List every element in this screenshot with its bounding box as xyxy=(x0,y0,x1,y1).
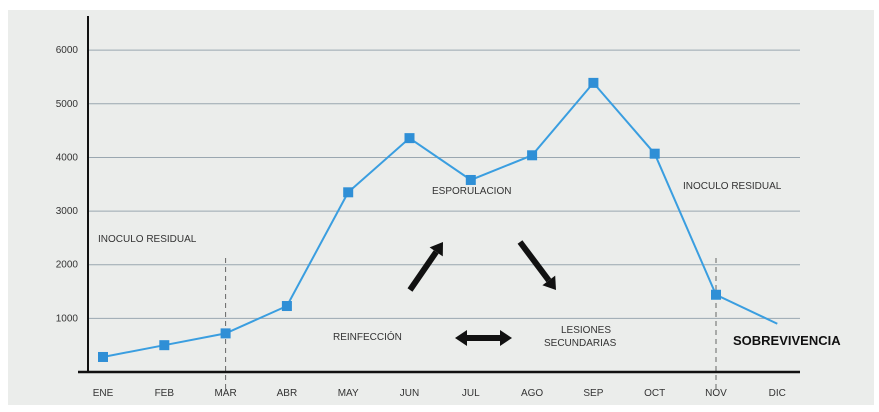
x-tick-label-jun: JUN xyxy=(400,388,419,399)
y-tick-label-2000: 2000 xyxy=(56,260,79,271)
x-tick-label-ene: ENE xyxy=(93,388,114,399)
data-point-abr xyxy=(281,301,292,312)
data-point-sep xyxy=(588,77,599,88)
annotation-lesiones: LESIONES xyxy=(561,325,611,336)
x-tick-label-jul: JUL xyxy=(462,388,480,399)
annotation-reinfeccion: REINFECCIÓN xyxy=(333,330,402,343)
y-tick-labels: 1000 2000 3000 4000 5000 6000 xyxy=(56,45,79,324)
chart-panel-background xyxy=(8,10,874,405)
arrow-reinfeccion-lesiones-head-end xyxy=(500,330,512,346)
arrow-reinfeccion-lesiones xyxy=(455,330,512,346)
y-tick-label-4000: 4000 xyxy=(56,152,79,163)
dashed-guides xyxy=(225,258,717,392)
x-tick-label-nov: NOV xyxy=(705,388,727,399)
axes xyxy=(78,16,800,374)
x-tick-label-sep: SEP xyxy=(583,388,603,399)
annotation-secundarias: SECUNDARIAS xyxy=(544,338,617,349)
y-tick-label-5000: 5000 xyxy=(56,99,79,110)
x-tick-label-oct: OCT xyxy=(644,388,665,399)
annotation-sobrevivencia: SOBREVIVENCIA xyxy=(733,333,841,348)
arrow-reinfeccion-lesiones-head-start xyxy=(455,330,467,346)
data-point-nov xyxy=(711,289,721,300)
y-tick-label-1000: 1000 xyxy=(56,313,79,324)
arrow-reinfeccion-to-esporulacion-head-end xyxy=(429,242,443,257)
x-tick-label-abr: ABR xyxy=(277,388,298,399)
data-point-mar xyxy=(220,328,231,339)
x-tick-labels: ENE FEB MAR ABR MAY JUN JUL AGO SEP OCT NOV DIC xyxy=(93,388,786,399)
annotation-inoculo-residual-right: INOCULO RESIDUAL xyxy=(683,181,782,192)
data-point-feb xyxy=(159,340,170,351)
cycle-arrows xyxy=(407,240,556,346)
annotation-inoculo-residual-left: INOCULO RESIDUAL xyxy=(98,234,197,245)
y-tick-label-3000: 3000 xyxy=(56,206,79,217)
x-tick-label-mar: MAR xyxy=(214,388,236,399)
data-markers xyxy=(98,77,721,362)
data-point-jun xyxy=(404,133,415,144)
y-tick-label-6000: 6000 xyxy=(56,45,79,56)
data-point-may xyxy=(343,187,354,198)
arrow-reinfeccion-to-esporulacion xyxy=(407,242,443,292)
arrow-esporulacion-to-lesiones-shaft xyxy=(517,240,552,283)
arrow-esporulacion-to-lesiones-head-end xyxy=(542,275,556,290)
data-point-jul xyxy=(465,174,476,185)
annotations: INOCULO RESIDUAL INOCULO RESIDUAL ESPORU… xyxy=(98,181,841,349)
data-point-ene xyxy=(98,351,108,362)
annotation-esporulacion: ESPORULACION xyxy=(432,186,511,197)
data-point-ago xyxy=(527,150,538,161)
x-tick-label-ago: AGO xyxy=(521,388,543,399)
gridlines xyxy=(88,49,800,319)
x-tick-label-dic: DIC xyxy=(769,388,786,399)
arrow-reinfeccion-to-esporulacion-shaft xyxy=(407,250,439,292)
arrow-esporulacion-to-lesiones xyxy=(517,240,556,290)
data-point-oct xyxy=(649,148,660,159)
series-line-0 xyxy=(102,81,778,358)
x-tick-label-may: MAY xyxy=(338,388,359,399)
x-tick-label-feb: FEB xyxy=(155,388,175,399)
series-line xyxy=(102,81,778,358)
